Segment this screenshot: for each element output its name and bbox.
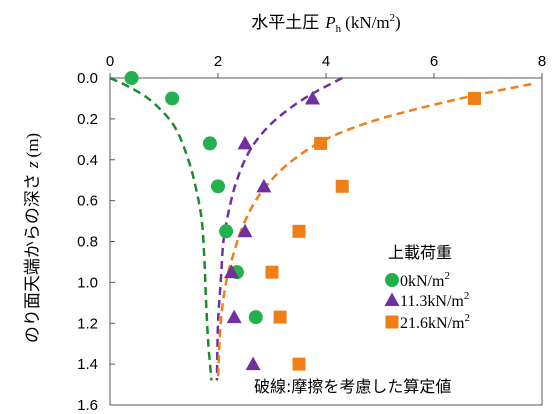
y-tick-label-7: 1.4	[77, 356, 98, 373]
point-1-0	[305, 90, 320, 105]
legend-label-21kn-sup: 2	[464, 312, 470, 324]
point-0-0	[124, 71, 139, 85]
x-axis-title-unit-close: )	[395, 13, 401, 32]
point-2-4	[265, 265, 279, 279]
y-tick-label-3: 0.6	[77, 193, 98, 210]
x-axis-title-symbol: P	[324, 13, 335, 32]
y-axis-title-symbol: z	[23, 161, 42, 169]
point-1-3	[237, 223, 253, 238]
point-1-1	[237, 135, 253, 150]
point-1-5	[226, 309, 242, 324]
y-axis-title: のり面天端からの深さ z (m)	[23, 133, 43, 343]
x-axis-title-prefix: 水平土圧	[251, 13, 319, 33]
x-tick-label-0: 0	[106, 53, 114, 70]
point-1-2	[256, 178, 272, 193]
x-axis-title-subscript: h	[336, 23, 342, 35]
y-tick-label-5: 1.0	[77, 274, 98, 291]
point-0-1	[165, 91, 180, 106]
point-2-0	[468, 91, 481, 105]
point-2-5	[273, 310, 287, 324]
point-2-1	[314, 136, 328, 150]
y-tick-label-1: 0.2	[77, 111, 98, 128]
calculated-curves	[109, 76, 532, 381]
point-2-6	[292, 357, 306, 371]
x-tick-label-2: 4	[322, 53, 330, 70]
data-markers	[124, 71, 481, 371]
y-tick-label-2: 0.4	[77, 152, 98, 169]
x-tick-label-4: 8	[538, 53, 546, 70]
legend-title: 上載荷重	[388, 243, 452, 262]
y-tick-label-4: 0.8	[77, 234, 98, 251]
point-2-3	[292, 224, 306, 238]
curve-0	[109, 76, 213, 381]
x-axis-title: 水平土圧 Ph (kN/m2)	[251, 12, 400, 35]
legend-label-0kn: 0kN/m2	[400, 270, 450, 290]
y-axis-title-unit: (m)	[23, 133, 42, 158]
y-tick-label-6: 1.2	[77, 315, 98, 332]
curve-1	[215, 76, 343, 381]
x-axis-title-unit-sup: 2	[390, 12, 396, 24]
y-axis-title-prefix: のり面天端からの深さ	[23, 173, 43, 343]
point-1-4	[224, 264, 239, 279]
x-tick-label-1: 2	[214, 53, 222, 70]
legend-label-21kn: 21.6kN/m2	[400, 312, 470, 332]
point-0-3	[211, 179, 225, 194]
y-tick-label-8: 1.6	[77, 397, 98, 414]
x-axis-title-unit: (kN/m	[345, 13, 389, 32]
y-tick-label-0: 0.0	[77, 70, 98, 87]
legend-label-11kn: 11.3kN/m2	[400, 290, 469, 310]
legend-marker-0	[385, 273, 399, 287]
curve-2	[216, 82, 532, 381]
point-0-6	[248, 310, 263, 325]
legend-label-21kn-text: 21.6kN/m	[400, 315, 465, 332]
legend-marker-1	[384, 292, 400, 306]
note-text: 破線:摩擦を考慮した算定値	[254, 377, 451, 396]
point-2-2	[335, 179, 349, 193]
point-1-6	[245, 356, 261, 371]
legend-label-0kn-text: 0kN/m	[400, 273, 445, 290]
legend-label-11kn-text: 11.3kN/m	[400, 293, 464, 310]
legend: 上載荷重 0kN/m2 11.3kN/m2 21.6kN/m2	[384, 243, 470, 332]
axis-ticks: 0 2 4 6 8 0.0 0.2 0.4 0.6 0.8 1.0 1.2 1.4 1.6	[77, 53, 546, 414]
legend-label-11kn-sup: 2	[464, 290, 470, 302]
legend-label-0kn-sup: 2	[444, 270, 450, 282]
point-0-2	[202, 136, 217, 151]
x-tick-label-3: 6	[430, 53, 438, 70]
legend-markers	[384, 273, 400, 329]
legend-marker-2	[385, 315, 399, 329]
point-0-4	[219, 224, 234, 239]
